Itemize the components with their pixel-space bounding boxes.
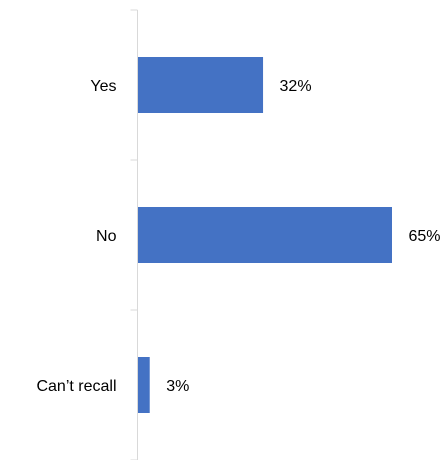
bars-layer bbox=[138, 57, 392, 413]
labels-layer: Yes 32% No 65% Can’t recall 3% bbox=[36, 78, 440, 395]
category-label: Yes bbox=[90, 78, 116, 95]
data-label: 65% bbox=[409, 228, 441, 245]
axis-layer bbox=[130, 9, 138, 460]
data-label: 32% bbox=[280, 78, 312, 95]
category-label: No bbox=[96, 228, 117, 245]
data-label: 3% bbox=[166, 378, 189, 395]
bar-0 bbox=[138, 57, 264, 113]
category-label: Can’t recall bbox=[36, 378, 116, 395]
bar-1 bbox=[138, 207, 392, 263]
bar-2 bbox=[138, 357, 150, 413]
